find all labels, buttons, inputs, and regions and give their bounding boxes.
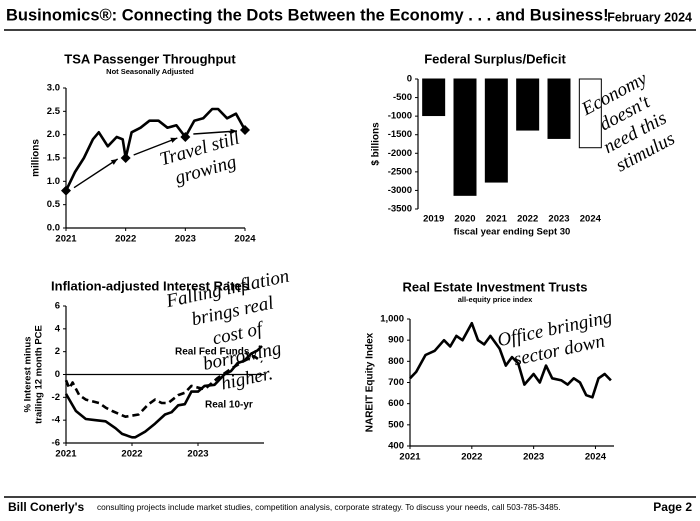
x-tick-label: 2024 <box>234 234 256 245</box>
x-tick-label: 2023 <box>548 214 569 225</box>
series-label: Real 10-yr <box>205 400 253 411</box>
marker <box>120 153 131 163</box>
y-tick-label: 1,000 <box>380 314 404 325</box>
y-tick-label: -3000 <box>388 185 412 196</box>
chart-title: Federal Surplus/Deficit <box>424 51 566 66</box>
y-tick-label: 600 <box>388 398 404 409</box>
header-title: Businomics®: Connecting the Dots Between… <box>6 6 609 24</box>
chart-title: Inflation-adjusted Interest Rates <box>51 278 249 293</box>
chart-subtitle: all-equity price index <box>458 295 533 304</box>
arrow <box>133 137 178 156</box>
bar <box>578 78 602 149</box>
y-tick-label: 1.5 <box>47 153 61 164</box>
y-tick-label: 900 <box>388 335 404 346</box>
y-tick-label: 700 <box>388 377 404 388</box>
arrow-head <box>170 137 178 143</box>
bar <box>453 78 477 196</box>
y-axis-label: NAREIT Equity Index <box>365 332 376 432</box>
series-label: Real Fed Funds <box>175 347 250 358</box>
y-tick-label: 2.5 <box>47 106 61 117</box>
x-tick-label: 2024 <box>585 452 607 463</box>
arrow <box>73 158 119 189</box>
x-tick-label: 2022 <box>115 234 136 245</box>
y-tick-label: 4 <box>55 323 61 334</box>
y-tick-label: -2 <box>52 392 60 403</box>
marker <box>61 185 71 196</box>
x-tick-label: 2022 <box>121 449 142 460</box>
data-line <box>64 354 263 418</box>
y-axis-label: millions <box>31 139 42 177</box>
marker <box>240 125 250 135</box>
footer-author: Bill Conerly's <box>8 500 85 514</box>
footer-page: Page 2 <box>653 500 692 514</box>
y-tick-label: 0 <box>55 369 60 380</box>
y-tick-label: 6 <box>55 301 60 312</box>
y-tick-label: 0.0 <box>47 223 60 234</box>
chart-subtitle: Not Seasonally Adjusted <box>106 67 194 76</box>
y-tick-label: 0 <box>407 74 412 85</box>
y-tick-label: -3500 <box>388 204 412 215</box>
y-tick-label: 400 <box>388 441 404 452</box>
x-tick-label: 2023 <box>187 449 208 460</box>
y-tick-label: 2.0 <box>47 129 60 140</box>
x-tick-label: 2020 <box>454 214 475 225</box>
x-tick-label: 2024 <box>580 214 602 225</box>
y-axis-label: % Interest minus <box>23 336 34 412</box>
y-tick-label: -2500 <box>388 166 412 177</box>
arrow <box>193 130 238 135</box>
y-tick-label: 0.5 <box>47 199 61 210</box>
y-axis-label: trailing 12 month PCE <box>34 325 45 424</box>
marker <box>180 132 191 142</box>
footer-text: consulting projects include market studi… <box>97 502 561 512</box>
x-tick-label: 2021 <box>486 214 508 225</box>
arrow-head <box>230 128 237 135</box>
x-axis-label: fiscal year ending Sept 30 <box>454 227 571 238</box>
data-line <box>64 107 247 192</box>
x-tick-label: 2022 <box>461 452 482 463</box>
bar <box>547 78 571 139</box>
arrow-head <box>110 159 118 165</box>
y-tick-label: 3.0 <box>47 83 60 94</box>
chart-title: Real Estate Investment Trusts <box>403 279 588 294</box>
x-tick-label: 2019 <box>423 214 444 225</box>
x-tick-label: 2023 <box>175 234 196 245</box>
bar <box>516 78 540 131</box>
y-tick-label: 500 <box>388 419 404 430</box>
y-tick-label: 800 <box>388 356 404 367</box>
bar <box>422 78 446 117</box>
y-tick-label: -1000 <box>388 111 412 122</box>
y-tick-label: 2 <box>55 346 60 357</box>
x-tick-label: 2023 <box>523 452 544 463</box>
x-tick-label: 2021 <box>55 234 77 245</box>
x-tick-label: 2021 <box>55 449 77 460</box>
x-tick-label: 2022 <box>517 214 538 225</box>
data-line <box>409 321 612 399</box>
bar <box>484 78 508 183</box>
y-tick-label: -500 <box>393 92 412 103</box>
header-date: February 2024 <box>607 10 692 24</box>
y-tick-label: -2000 <box>388 148 412 159</box>
y-axis-label: $ billions <box>371 122 382 166</box>
chart-title: TSA Passenger Throughput <box>64 51 236 66</box>
y-tick-label: -6 <box>52 438 60 449</box>
x-tick-label: 2021 <box>399 452 421 463</box>
y-tick-label: -1500 <box>388 129 412 140</box>
y-tick-label: 1.0 <box>47 176 60 187</box>
y-tick-label: -4 <box>52 415 61 426</box>
